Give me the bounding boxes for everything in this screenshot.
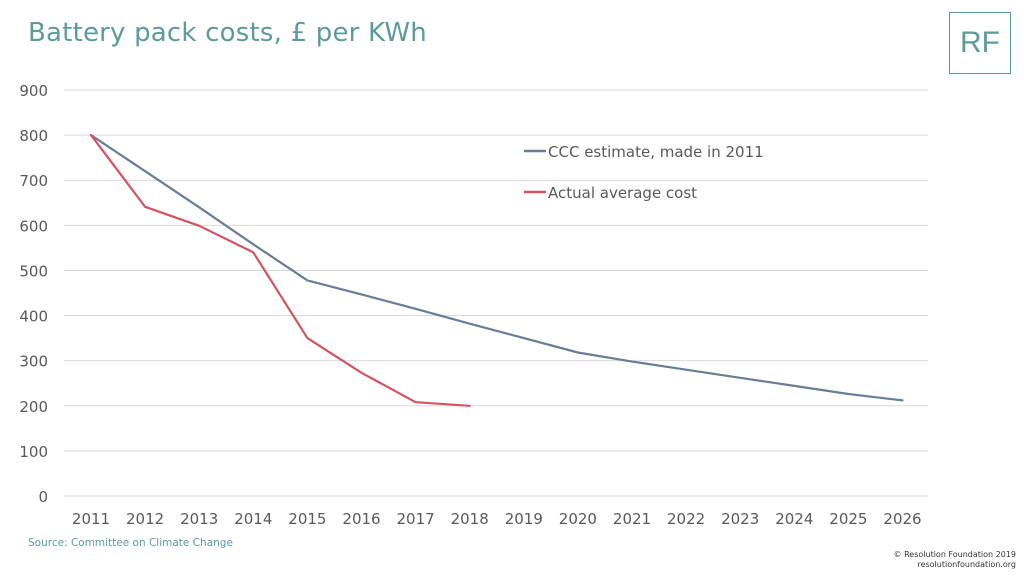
x-tick-label: 2026: [883, 510, 921, 528]
y-tick-label: 600: [19, 217, 48, 235]
x-axis-tick-labels: 2011 2012 2013 2014 2015 2016 2017 2018 2019 2020…: [72, 510, 922, 528]
x-tick-label: 2025: [829, 510, 867, 528]
y-tick-label: 300: [19, 353, 48, 371]
y-tick-label: 700: [19, 172, 48, 190]
x-tick-label: 2019: [505, 510, 543, 528]
chart-title: Battery pack costs, £ per KWh: [28, 18, 427, 48]
x-tick-label: 2011: [72, 510, 110, 528]
x-tick-label: 2016: [342, 510, 380, 528]
x-tick-label: 2023: [721, 510, 759, 528]
y-tick-label: 800: [19, 127, 48, 145]
website-line: resolutionfoundation.org: [917, 560, 1016, 569]
y-axis-tick-labels: 0 100 200 300 400 500 600 700 800 900: [19, 82, 48, 506]
x-tick-label: 2017: [397, 510, 435, 528]
x-tick-label: 2020: [559, 510, 597, 528]
source-note: Source: Committee on Climate Change: [28, 537, 233, 549]
x-tick-label: 2013: [180, 510, 218, 528]
copyright-line: © Resolution Foundation 2019: [893, 550, 1016, 559]
resolution-foundation-logo: RF: [949, 12, 1011, 74]
legend-label: Actual average cost: [548, 184, 697, 202]
ccc-estimate-line: [89, 134, 904, 402]
y-tick-label: 500: [19, 262, 48, 280]
grid-lines: [64, 89, 928, 452]
x-tick-label: 2018: [451, 510, 489, 528]
y-tick-label: 100: [19, 443, 48, 461]
y-tick-label: 0: [38, 488, 48, 506]
legend: CCC estimate, made in 2011 Actual average…: [524, 143, 764, 202]
y-tick-label: 400: [19, 308, 48, 326]
y-tick-label: 900: [19, 82, 48, 100]
series-lines: [89, 134, 904, 407]
copyright-note: © Resolution Foundation 2019 resolutionf…: [796, 550, 1016, 570]
x-tick-label: 2024: [775, 510, 813, 528]
x-tick-label: 2015: [288, 510, 326, 528]
x-tick-label: 2012: [126, 510, 164, 528]
actual-cost-line: [89, 134, 471, 407]
x-tick-label: 2022: [667, 510, 705, 528]
y-tick-label: 200: [19, 398, 48, 416]
x-tick-label: 2021: [613, 510, 651, 528]
legend-label: CCC estimate, made in 2011: [548, 143, 764, 161]
x-tick-label: 2014: [234, 510, 272, 528]
